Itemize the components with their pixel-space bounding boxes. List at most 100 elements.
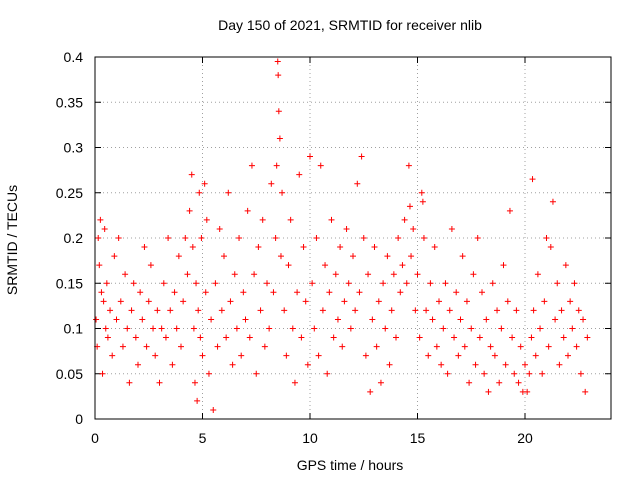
- data-point: [352, 307, 359, 314]
- data-point: [529, 176, 536, 183]
- data-point: [552, 316, 559, 323]
- data-point: [97, 216, 104, 223]
- data-point: [180, 298, 187, 305]
- data-point: [350, 253, 356, 260]
- data-point: [403, 280, 410, 287]
- data-point: [515, 379, 522, 386]
- data-point: [577, 370, 584, 377]
- data-point: [386, 361, 393, 368]
- data-point: [283, 352, 290, 359]
- data-point: [442, 280, 449, 287]
- data-point: [513, 307, 520, 314]
- data-point: [451, 334, 458, 341]
- data-point: [375, 298, 382, 305]
- data-point: [190, 325, 197, 332]
- data-point: [440, 325, 447, 332]
- data-point: [569, 325, 576, 332]
- y-tick-label: 0.2: [64, 230, 84, 246]
- data-point: [253, 370, 260, 377]
- data-point: [214, 343, 221, 350]
- data-point: [455, 352, 462, 359]
- data-point: [139, 316, 146, 323]
- data-point: [332, 271, 339, 278]
- data-point: [420, 235, 427, 241]
- y-tick-label: 0.35: [56, 94, 83, 110]
- data-point: [298, 334, 305, 341]
- data-point: [341, 298, 348, 305]
- data-point: [203, 216, 210, 223]
- data-point: [197, 334, 204, 341]
- data-point: [236, 235, 243, 241]
- data-point: [221, 253, 227, 260]
- data-point: [300, 244, 307, 251]
- data-point: [315, 352, 322, 359]
- data-point: [242, 316, 249, 323]
- data-point: [229, 361, 236, 368]
- data-point: [158, 325, 165, 332]
- data-point: [193, 280, 200, 287]
- data-point: [171, 289, 178, 296]
- x-tick-label: 20: [517, 430, 533, 446]
- data-point: [137, 289, 144, 296]
- data-point: [126, 379, 133, 386]
- data-point: [184, 271, 191, 278]
- data-point: [541, 298, 548, 305]
- data-point: [281, 307, 288, 314]
- data-point: [436, 298, 442, 305]
- data-point: [580, 316, 587, 323]
- data-point: [388, 307, 395, 314]
- y-tick-label: 0.25: [56, 185, 83, 201]
- data-point: [382, 325, 389, 332]
- data-point: [560, 334, 567, 341]
- data-point: [511, 370, 518, 377]
- data-point: [356, 289, 363, 296]
- data-point: [571, 280, 578, 287]
- data-point: [433, 343, 440, 350]
- data-point: [150, 325, 157, 332]
- data-point: [194, 397, 201, 404]
- data-point: [319, 307, 326, 314]
- data-point: [330, 334, 337, 341]
- data-point: [528, 334, 535, 341]
- data-point: [543, 235, 550, 241]
- data-point: [377, 379, 384, 386]
- data-point: [539, 370, 546, 377]
- data-point: [532, 352, 539, 359]
- data-point: [354, 180, 361, 187]
- data-point: [457, 316, 464, 323]
- data-point: [246, 334, 253, 341]
- data-point: [522, 361, 528, 368]
- data-point: [275, 72, 282, 79]
- data-point: [547, 244, 554, 251]
- data-point: [218, 307, 225, 314]
- data-point: [231, 271, 238, 278]
- data-point: [128, 307, 135, 314]
- data-point: [113, 316, 120, 323]
- data-point: [264, 280, 270, 287]
- data-point: [233, 325, 240, 332]
- data-point: [371, 244, 378, 251]
- data-point: [483, 316, 490, 323]
- data-point: [156, 379, 163, 386]
- data-point: [275, 108, 282, 115]
- data-point: [479, 289, 485, 296]
- data-point: [251, 271, 258, 278]
- data-point: [412, 307, 419, 314]
- data-point: [414, 271, 421, 278]
- data-point: [328, 216, 335, 223]
- data-point: [416, 334, 423, 341]
- data-point: [491, 352, 498, 359]
- data-point: [93, 316, 100, 323]
- axis-ticks: 0 0.05 0.1 0.15 0.2 0.25 0.3 0.35 0.4 0 5 10 15 20: [56, 49, 611, 446]
- data-point: [147, 262, 154, 269]
- data-point: [169, 361, 176, 368]
- data-point: [573, 343, 580, 350]
- data-point: [365, 271, 372, 278]
- data-point: [208, 316, 215, 323]
- data-point: [188, 171, 195, 178]
- data-point: [410, 225, 417, 232]
- data-point: [277, 253, 284, 260]
- data-point: [506, 207, 513, 214]
- y-tick-label: 0: [75, 411, 83, 427]
- data-point: [494, 307, 501, 314]
